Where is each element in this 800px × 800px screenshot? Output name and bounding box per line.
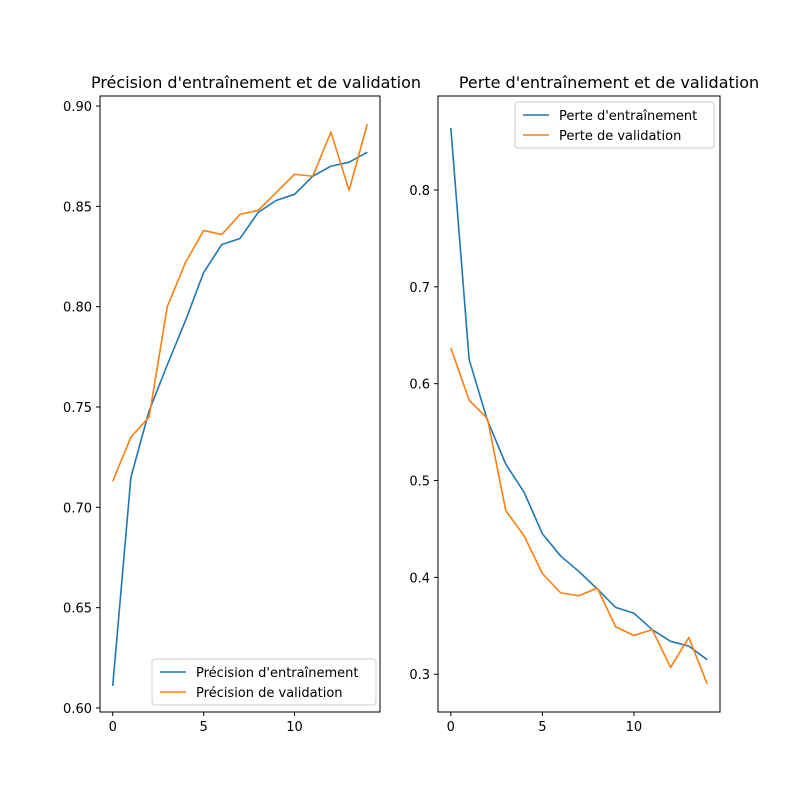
accuracy-x-tick-label: 10 <box>286 720 303 735</box>
loss-legend-label: Perte d'entraînement <box>559 109 697 124</box>
accuracy-legend: Précision d'entraînement Précision de val… <box>151 658 377 706</box>
accuracy-y-tick-label: 0.60 <box>63 702 92 717</box>
loss-legend-label: Perte de validation <box>559 129 681 144</box>
loss-series-line-1 <box>450 347 708 685</box>
loss-x-tick-label: 5 <box>538 720 546 735</box>
accuracy-legend-box <box>151 658 377 706</box>
accuracy-x-tick-label: 0 <box>109 720 117 735</box>
loss-series-line-0 <box>450 127 708 661</box>
loss-y-tick-label: 0.4 <box>409 571 430 586</box>
accuracy-y-tick-label: 0.75 <box>63 401 92 416</box>
accuracy-legend-label: Précision de validation <box>196 686 343 701</box>
loss-chart-title: Perte d'entraînement et de validation <box>459 73 759 92</box>
accuracy-y-tick-label: 0.85 <box>63 200 92 215</box>
accuracy-y-tick-label: 0.90 <box>63 100 92 115</box>
accuracy-series-line-1 <box>111 123 369 482</box>
loss-y-tick-label: 0.5 <box>409 475 430 490</box>
accuracy-axes-frame <box>99 95 381 713</box>
accuracy-y-tick-label: 0.80 <box>63 301 92 316</box>
accuracy-legend-label: Précision d'entraînement <box>196 666 358 681</box>
loss-y-tick-label: 0.3 <box>409 668 430 683</box>
loss-y-tick-label: 0.6 <box>409 378 430 393</box>
loss-legend-box <box>514 101 715 149</box>
accuracy-y-tick-label: 0.65 <box>63 602 92 617</box>
accuracy-chart: Précision d'entraînement et de validatio… <box>63 73 421 735</box>
accuracy-x-tick-label: 5 <box>199 720 207 735</box>
accuracy-y-tick-label: 0.70 <box>63 501 92 516</box>
loss-x-tick-label: 10 <box>626 720 643 735</box>
accuracy-series-line-0 <box>111 151 368 686</box>
loss-axes-frame <box>437 95 721 713</box>
accuracy-chart-title: Précision d'entraînement et de validatio… <box>91 73 421 92</box>
loss-chart: Perte d'entraînement et de validation 0 5… <box>409 73 759 735</box>
loss-x-tick-label: 0 <box>447 720 455 735</box>
loss-y-tick-label: 0.8 <box>409 184 430 199</box>
loss-y-tick-label: 0.7 <box>409 281 430 296</box>
loss-legend: Perte d'entraînement Perte de validation <box>514 101 715 149</box>
